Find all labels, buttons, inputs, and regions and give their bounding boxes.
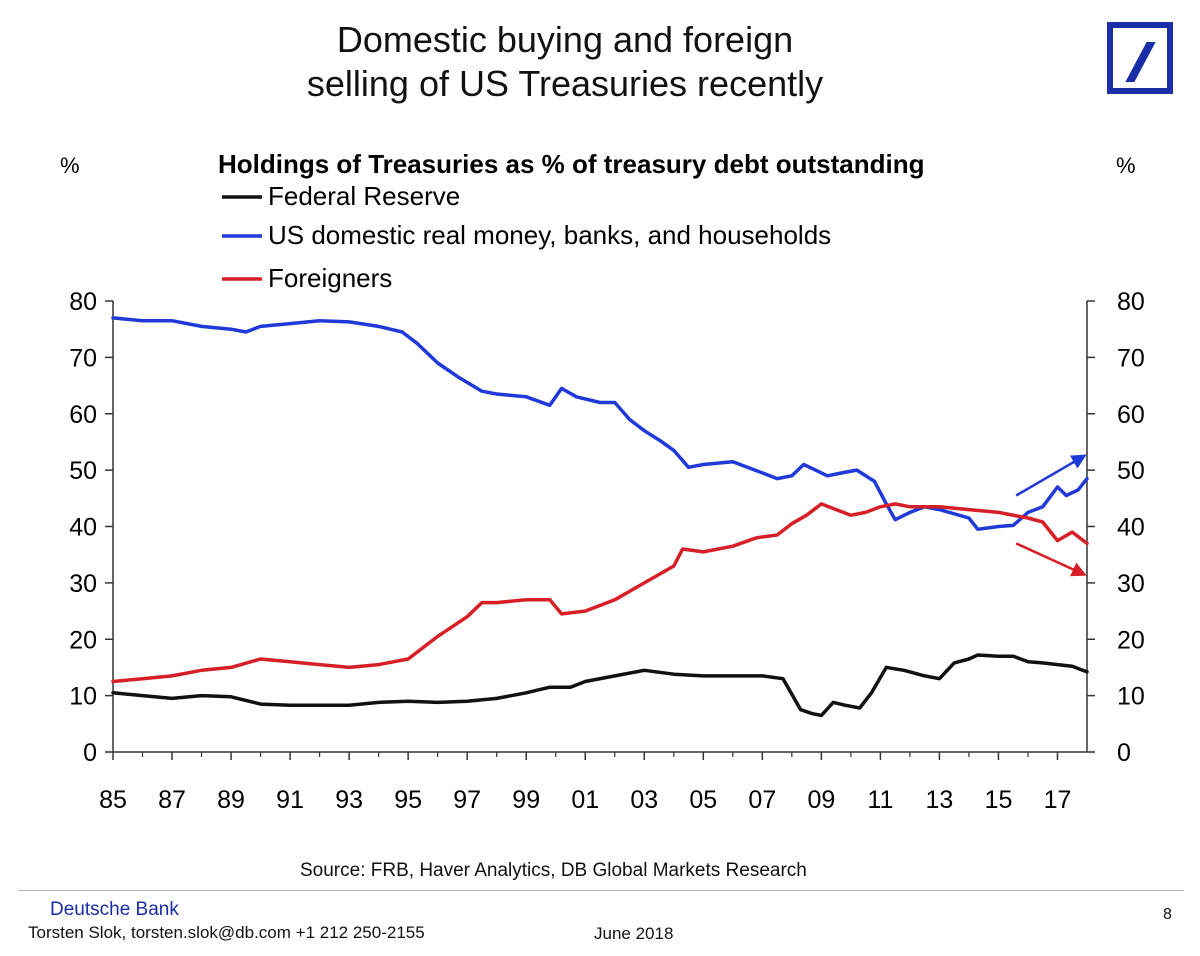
x-tick-label: 05: [689, 786, 717, 814]
annotation-arrow-domestic-up: [1015, 454, 1087, 497]
annotation-arrow-foreign-down: [1015, 542, 1087, 577]
report-date: June 2018: [594, 924, 674, 943]
y-tick-label-right: 20: [1117, 626, 1145, 654]
line-chart: Holdings of Treasuries as % of treasury …: [60, 149, 1145, 814]
page-number: 8: [1163, 906, 1172, 923]
legend-label-foreigners: Foreigners: [268, 263, 392, 293]
x-tick-label: 01: [571, 786, 599, 814]
x-tick-label: 07: [748, 786, 776, 814]
bank-name: Deutsche Bank: [50, 899, 179, 920]
x-tick-label: 09: [807, 786, 835, 814]
legend-label-federal-reserve: Federal Reserve: [268, 181, 460, 211]
slide-title-line-2: selling of US Treasuries recently: [306, 63, 824, 104]
series-group: [111, 316, 1089, 718]
chart-title: Holdings of Treasuries as % of treasury …: [218, 149, 924, 179]
y-axis-label-left: %: [60, 153, 80, 178]
x-tick-label: 91: [276, 786, 304, 814]
y-tick-label-right: 30: [1117, 570, 1145, 598]
legend-label-us-domestic-real-money-banks-and-households: US domestic real money, banks, and house…: [268, 220, 831, 250]
x-tick-label: 95: [394, 786, 422, 814]
y-axis-label-right: %: [1116, 153, 1136, 178]
y-tick-label-right: 70: [1117, 344, 1145, 372]
y-tick-label-right: 10: [1117, 683, 1145, 711]
y-tick-label-left: 80: [69, 288, 97, 316]
y-tick-label-left: 10: [69, 683, 97, 711]
x-tick-label: 99: [512, 786, 540, 814]
y-tick-label-left: 70: [69, 344, 97, 372]
y-tick-label-right: 60: [1117, 401, 1145, 429]
legend: Federal Reserve US domestic real money, b…: [222, 181, 831, 293]
y-tick-label-left: 0: [83, 739, 97, 767]
series-line-federal-reserve: [111, 653, 1089, 718]
x-tick-label: 17: [1044, 786, 1072, 814]
y-tick-label-right: 80: [1117, 288, 1145, 316]
x-tick-label: 85: [99, 786, 127, 814]
deutsche-bank-logo: [1107, 22, 1173, 94]
x-tick-label: 03: [630, 786, 658, 814]
x-tick-label: 93: [335, 786, 363, 814]
y-tick-label-left: 20: [69, 626, 97, 654]
x-tick-label: 11: [867, 786, 893, 814]
series-line-foreigners: [111, 502, 1089, 684]
x-tick-label: 97: [453, 786, 481, 814]
series-line-us-domestic-real-money-banks-and-households: [111, 316, 1089, 532]
y-tick-label-right: 40: [1117, 514, 1145, 542]
source-note: Source: FRB, Haver Analytics, DB Global …: [300, 860, 807, 881]
x-tick-label: 87: [158, 786, 186, 814]
slide-title-line-1: Domestic buying and foreign: [336, 19, 794, 60]
annotations: [1015, 454, 1087, 577]
x-tick-label: 15: [985, 786, 1013, 814]
footer-divider: [18, 890, 1184, 891]
slide-title: Domestic buying and foreign selling of U…: [230, 18, 900, 106]
y-tick-label-left: 30: [69, 570, 97, 598]
y-tick-label-right: 0: [1117, 739, 1131, 767]
y-tick-label-left: 40: [69, 514, 97, 542]
y-tick-label-left: 50: [69, 457, 97, 485]
author-contact: Torsten Slok, torsten.slok@db.com +1 212…: [28, 923, 425, 942]
x-tick-label: 89: [217, 786, 245, 814]
y-tick-label-left: 60: [69, 401, 97, 429]
x-tick-label: 13: [926, 786, 954, 814]
y-tick-label-right: 50: [1117, 457, 1145, 485]
